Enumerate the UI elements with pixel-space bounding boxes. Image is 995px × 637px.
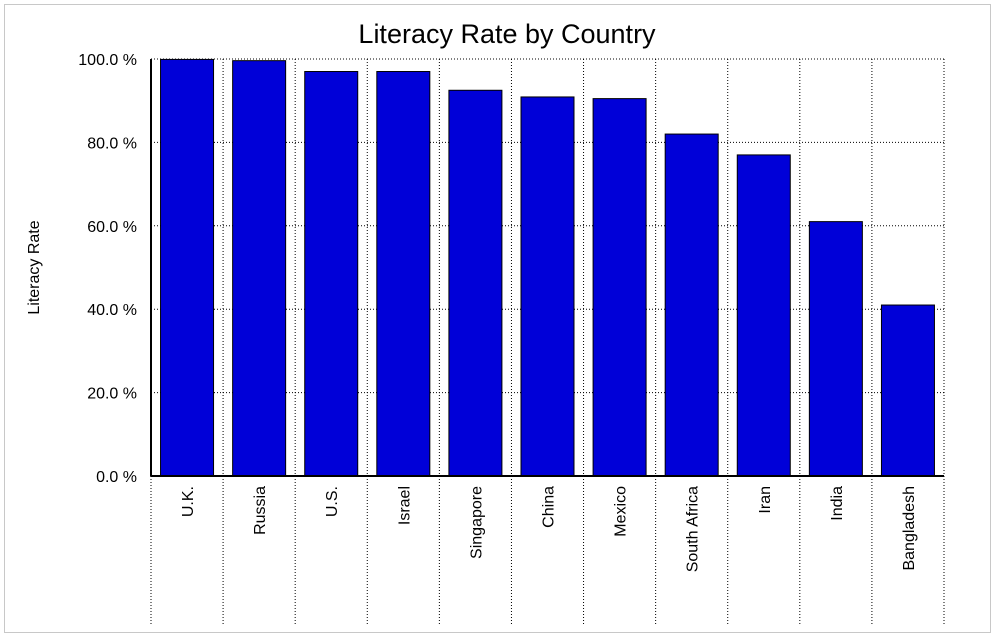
- chart-frame: Literacy Rate by Country Literacy Rate 0…: [4, 4, 991, 633]
- bar-u-s: [304, 71, 359, 477]
- x-tick-label: Iran: [757, 486, 774, 514]
- x-tick-label: India: [829, 486, 846, 521]
- chart-title: Literacy Rate by Country: [358, 19, 656, 49]
- bar-chart: Literacy Rate by Country Literacy Rate 0…: [26, 19, 945, 624]
- bar-india: [808, 221, 863, 477]
- y-tick-label: 60.0 %: [87, 219, 137, 236]
- x-tick-labels: U.K. Russia U.S. Israel Singapore China Mexico…: [180, 486, 918, 572]
- x-tick-label: Israel: [396, 486, 413, 525]
- bars: [160, 58, 935, 477]
- y-tick-label: 20.0 %: [87, 386, 137, 403]
- bar-u-k: [160, 58, 215, 477]
- x-tick-label: Bangladesh: [901, 486, 918, 571]
- axes: [150, 59, 944, 477]
- bar-south-africa: [664, 133, 719, 477]
- x-tick-label: Russia: [252, 486, 269, 535]
- bar-china: [520, 96, 575, 477]
- y-tick-label: 100.0 %: [78, 52, 137, 69]
- bar-israel: [376, 71, 431, 477]
- x-tick-label: South Africa: [685, 486, 702, 572]
- y-axis-label: Literacy Rate: [26, 220, 43, 314]
- x-tick-label: Singapore: [468, 486, 485, 559]
- x-tick-label: U.S.: [324, 486, 341, 517]
- bar-bangladesh: [880, 304, 935, 477]
- bar-iran: [736, 154, 791, 477]
- bar-singapore: [448, 89, 503, 477]
- y-tick-label: 80.0 %: [87, 135, 137, 152]
- x-tick-label: Mexico: [613, 486, 630, 537]
- y-tick-labels: 0.0 % 20.0 % 40.0 % 60.0 % 80.0 % 100.0 %: [78, 52, 137, 486]
- y-tick-label: 40.0 %: [87, 302, 137, 319]
- y-tick-label: 0.0 %: [96, 469, 137, 486]
- bar-russia: [232, 60, 287, 477]
- x-tick-label: China: [541, 486, 558, 528]
- bar-mexico: [592, 98, 647, 477]
- x-tick-label: U.K.: [180, 486, 197, 517]
